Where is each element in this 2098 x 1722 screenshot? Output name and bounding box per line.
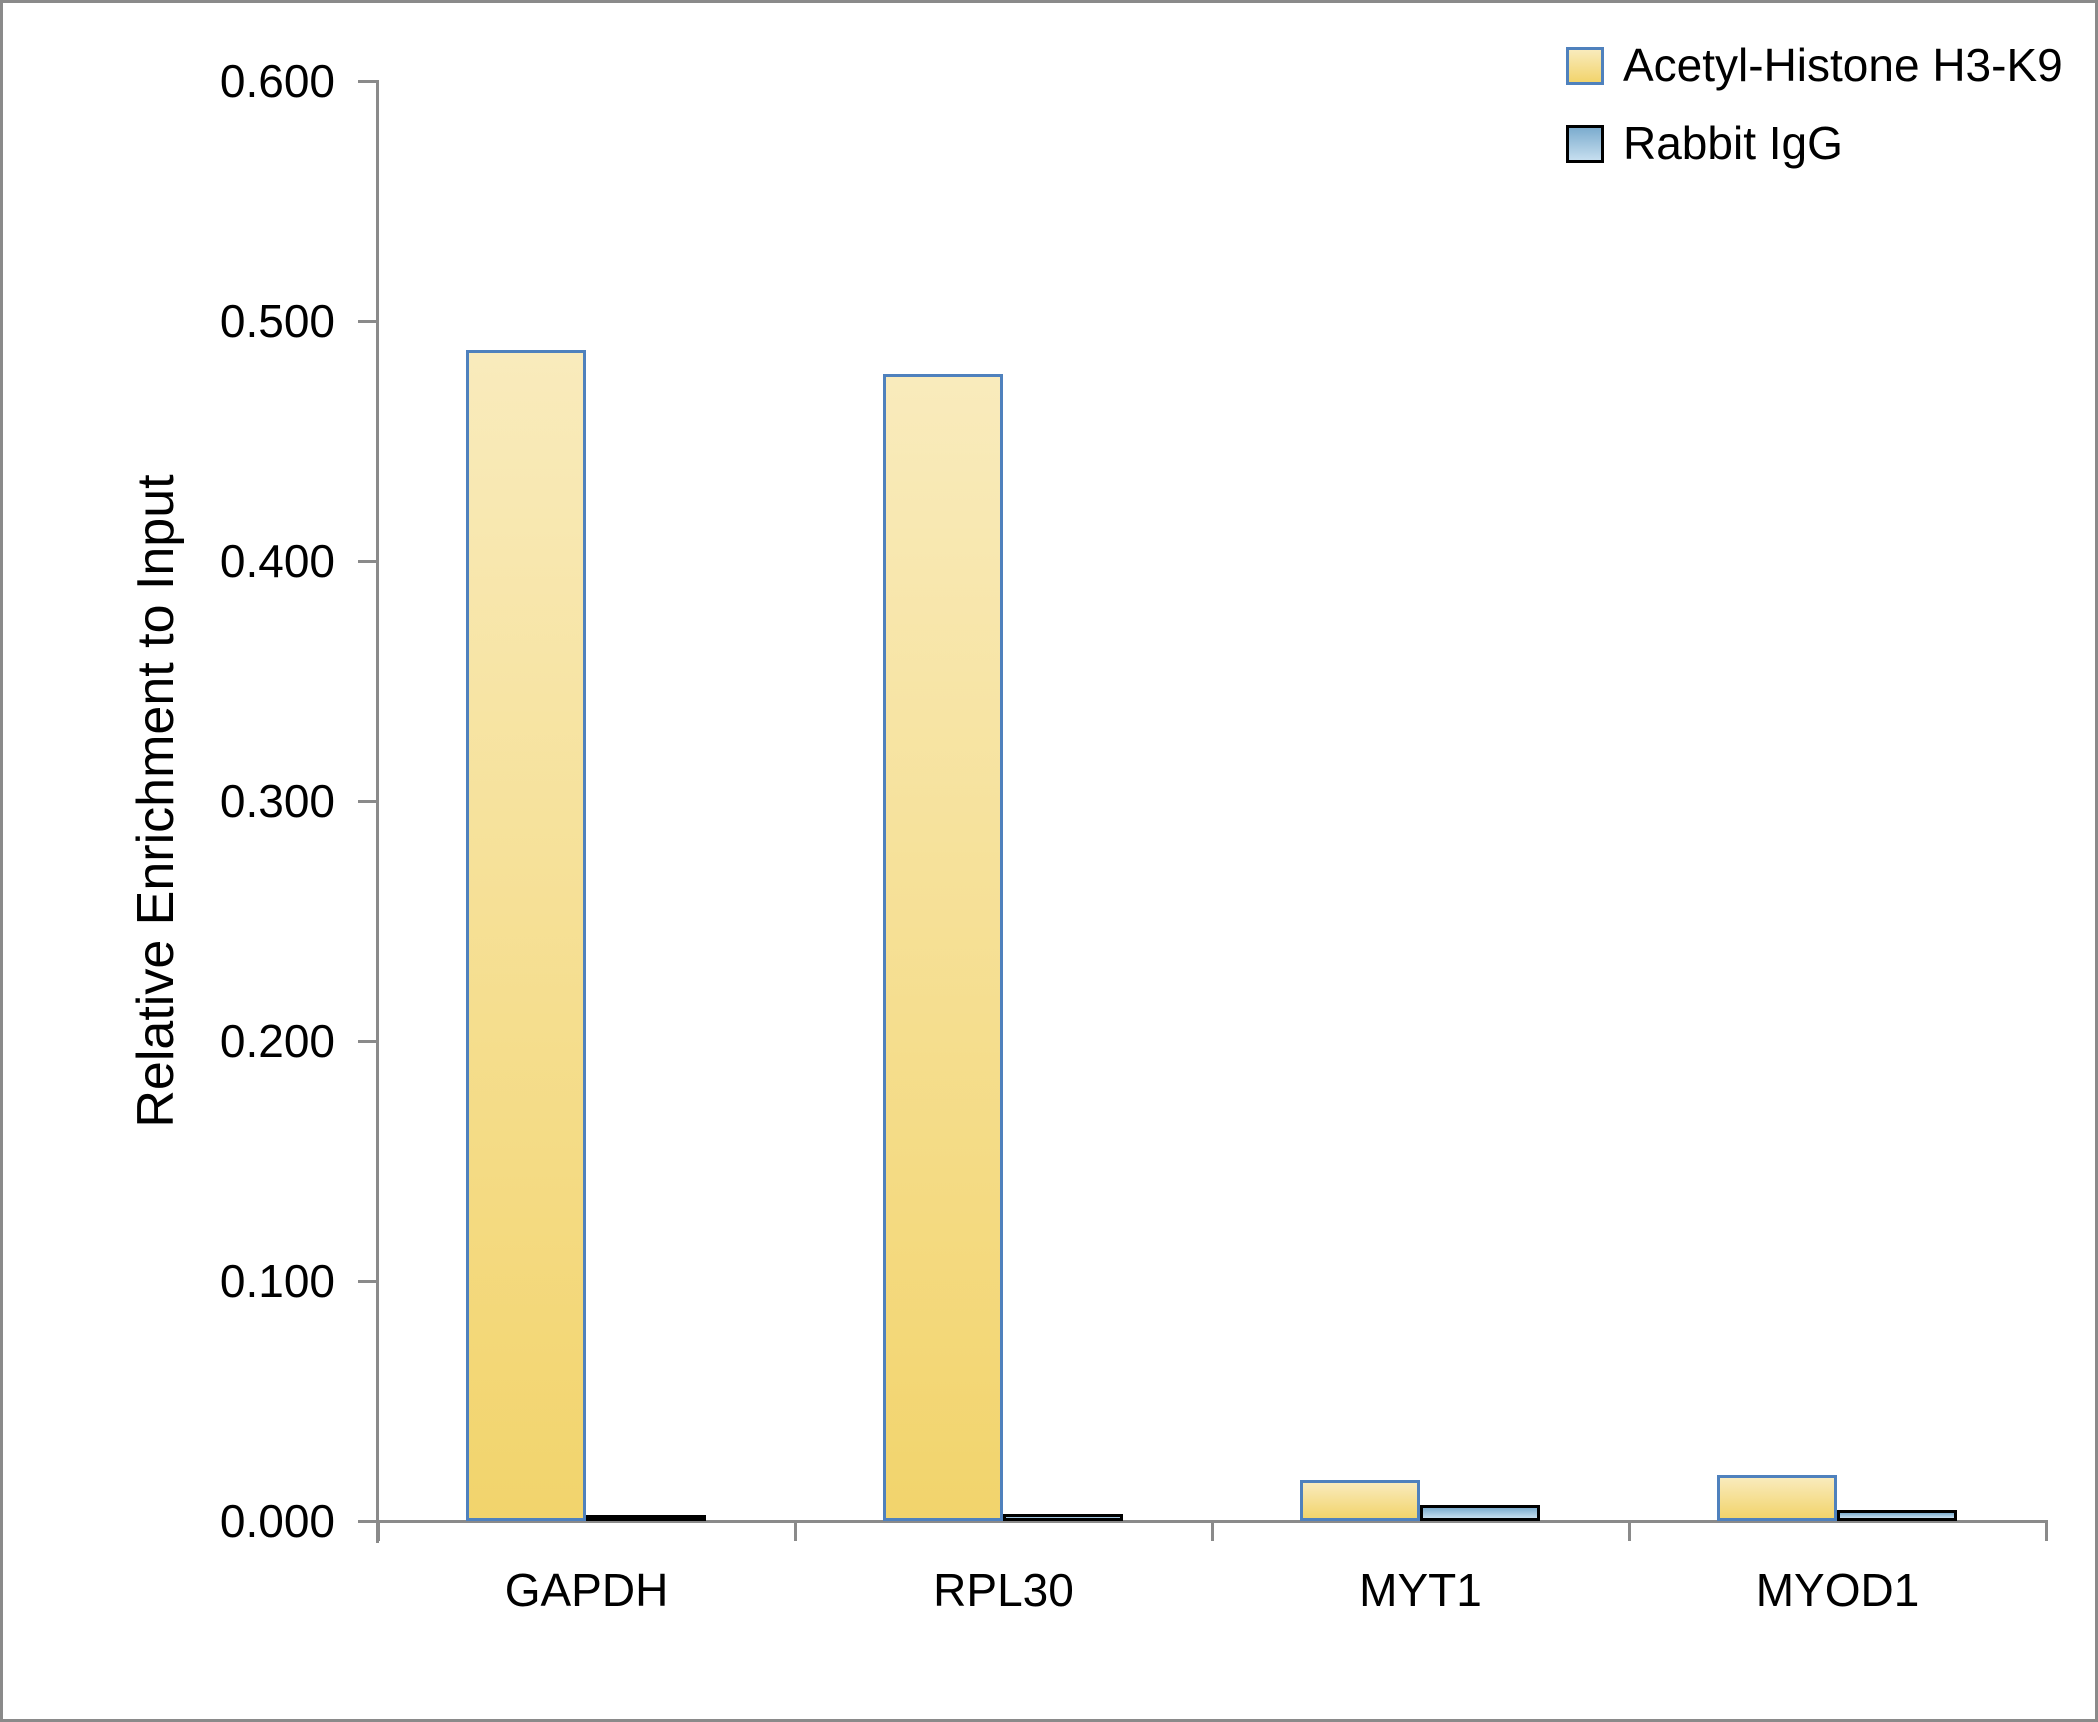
bar-rabbit-igg-rpl30 [1003,1514,1123,1521]
y-axis-line [376,80,379,1543]
x-tick-label-rpl30: RPL30 [933,1564,1074,1616]
x-tick-mark [1211,1520,1214,1541]
y-tick-mark [358,800,378,803]
bar-rabbit-igg-myod1 [1837,1510,1957,1521]
y-tick-mark [358,80,378,83]
y-tick-mark [358,1520,378,1523]
x-tick-label-gapdh: GAPDH [504,1564,669,1616]
bar-acetyl-histone-h3-k9-myt1 [1300,1480,1420,1521]
bar-acetyl-histone-h3-k9-gapdh [466,350,586,1521]
x-tick-label-myt1: MYT1 [1359,1564,1482,1616]
y-tick-label: 0.300 [219,775,335,827]
y-tick-label: 0.500 [219,295,335,347]
bar-rabbit-igg-gapdh [586,1515,706,1521]
legend-swatch-rabbit-igg [1566,125,1604,163]
y-tick-mark [358,560,378,563]
bar-acetyl-histone-h3-k9-myod1 [1717,1475,1837,1521]
y-tick-label: 0.100 [219,1255,335,1307]
y-tick-label: 0.600 [219,55,335,107]
y-tick-label: 0.200 [219,1015,335,1067]
legend-label-rabbit-igg: Rabbit IgG [1623,117,1843,169]
bar-rabbit-igg-myt1 [1420,1505,1540,1521]
y-tick-mark [358,1040,378,1043]
y-tick-mark [358,320,378,323]
legend-swatch-acetyl-histone-h3-k9 [1566,47,1604,85]
x-tick-mark [377,1520,380,1541]
y-tick-mark [358,1280,378,1283]
bar-acetyl-histone-h3-k9-rpl30 [883,374,1003,1521]
legend-label-acetyl-histone-h3-k9: Acetyl-Histone H3-K9 [1623,39,2063,91]
x-tick-mark [1628,1520,1631,1541]
x-tick-label-myod1: MYOD1 [1755,1564,1920,1616]
x-tick-mark [2045,1520,2048,1541]
y-tick-label: 0.000 [219,1495,335,1547]
y-tick-label: 0.400 [219,535,335,587]
x-tick-mark [794,1520,797,1541]
x-axis-line [358,1520,2046,1523]
